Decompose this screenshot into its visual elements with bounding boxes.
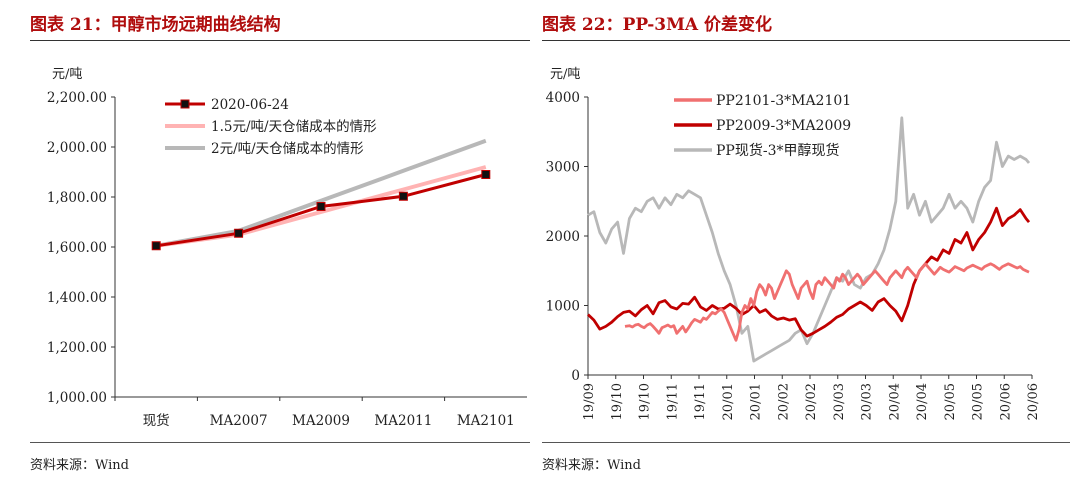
spread-chart: 元/吨 0 1000 2000 3000 4000 19/09 19/10 19/10 19/11… [546,67,1041,420]
x-tick-label: 19/11 [665,383,680,420]
series-line-2 [587,116,1031,363]
y-tick-label: 4000 [546,90,580,106]
x-tick-label: 20/04 [915,383,930,420]
right-figure: 图表 22：PP-3MA 价差变化 元/吨 0 1000 2000 3000 4000 19… [538,0,1080,492]
x-tick-label: 20/03 [832,383,847,420]
legend-label-1: PP2009-3*MA2009 [716,118,851,134]
x-tick-label: MA2101 [457,413,515,429]
x-tick-label: 20/06 [998,383,1013,420]
x-tick-label: 20/01 [721,383,736,420]
series-line-1 [587,206,1031,338]
title-rule [542,40,1070,41]
x-tick-label: 20/04 [887,383,902,420]
x-tick-label: 20/02 [776,383,791,420]
figure-title: 图表 22：PP-3MA 价差变化 [542,15,773,35]
y-tick-label: 1,200.00 [47,340,107,356]
series-line-0 [624,262,1030,342]
legend-label-2: PP现货-3*甲醇现货 [716,142,839,159]
x-tick-label: 20/05 [971,383,986,420]
x-tick-label: 20/06 [1026,383,1041,420]
y-tick-label: 1,800.00 [47,190,107,206]
data-point-marker [151,241,161,251]
footer-rule [542,442,1070,443]
y-tick-label: 2,200.00 [47,90,107,106]
legend-marker [180,99,190,109]
y-tick-label: 1,000.00 [47,390,107,406]
y-tick-label: 2,000.00 [47,140,107,156]
x-tick-label: 20/01 [749,383,764,420]
x-tick-label: 19/11 [693,383,708,420]
y-tick-label: 1,600.00 [47,240,107,256]
title-rule [30,40,530,41]
legend-label-0: PP2101-3*MA2101 [716,93,851,109]
y-tick-label: 3000 [546,160,580,176]
footer-rule [30,442,530,443]
x-tick-label: MA2007 [210,413,268,429]
data-point-marker [234,228,244,238]
x-tick-label: 19/09 [582,383,597,420]
unit-label: 元/吨 [550,67,580,82]
source-note: 资料来源：Wind [542,458,641,473]
y-tick-label: 0 [571,368,580,384]
x-tick-label: 19/10 [610,383,625,420]
y-tick-label: 1,400.00 [47,290,107,306]
left-figure: 图表 21：甲醇市场远期曲线结构 元/吨 1,000.00 1,200.00 1,40… [0,0,530,492]
y-tick-label: 2000 [546,229,580,245]
x-tick-label: 20/03 [860,383,875,420]
data-point-marker [316,202,326,211]
forward-curve-chart: 元/吨 1,000.00 1,200.00 1,400.00 1,600.00 1,800… [47,67,527,429]
x-tick-label: MA2011 [374,413,432,429]
x-tick-label: 现货 [143,412,170,429]
unit-label: 元/吨 [52,67,82,82]
x-tick-label: 19/10 [638,383,653,420]
x-tick-label: MA2009 [292,413,350,429]
y-tick-label: 1000 [546,299,580,315]
figure-title: 图表 21：甲醇市场远期曲线结构 [30,15,281,35]
x-tick-label: 20/05 [943,383,958,420]
legend-label-1: 1.5元/吨/天仓储成本的情形 [211,119,377,135]
legend-label-0: 2020-06-24 [211,97,289,113]
source-note: 资料来源：Wind [30,458,129,473]
data-point-marker [398,191,408,201]
x-tick-label: 20/02 [804,383,819,420]
data-point-marker [481,170,491,179]
series-line-2 [155,138,487,248]
legend-label-2: 2元/吨/天仓储成本的情形 [211,141,364,157]
